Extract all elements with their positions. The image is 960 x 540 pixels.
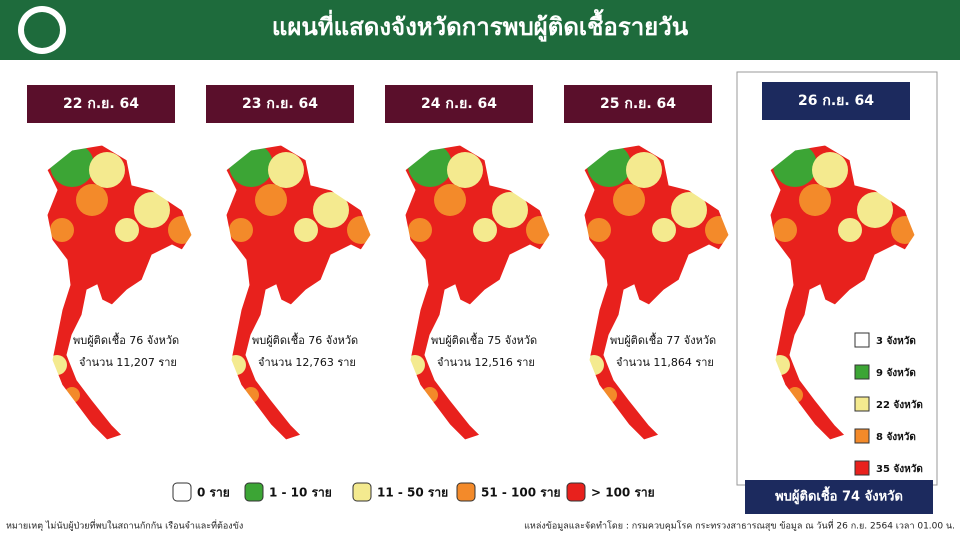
found-text: พบผู้ติดเชื้อ 76 จังหวัด [252,332,358,347]
panels: 22 ก.ย. 64 พบผู้ติดเชื้อ 76 จังหวัดจำนวน … [27,85,739,450]
map [569,140,739,450]
legend-count: 3 จังหวัด [876,335,916,347]
date: 26 ก.ย. 64 [798,93,874,109]
legend-swatch [854,396,870,412]
found-text: พบผู้ติดเชื้อ 76 จังหวัด [73,332,179,347]
count-text: จำนวน 12,763 ราย [258,356,356,369]
footer-source: แหล่งข้อมูลและจัดทำโดย : กรมควบคุมโรค กร… [524,519,955,532]
count-text: จำนวน 11,207 ราย [79,356,177,369]
legend-swatch [854,364,870,380]
legend-count: 35 จังหวัด [876,463,923,475]
summary-box [745,480,933,514]
map [32,140,202,450]
legend-swatch [352,482,372,502]
map [390,140,560,450]
legend-swatch [854,428,870,444]
legend-count: 22 จังหวัด [876,399,923,411]
date-box [564,85,712,123]
date: 23 ก.ย. 64 [242,96,318,112]
summary: พบผู้ติดเชื้อ 74 จังหวัด [775,486,903,505]
count-text: จำนวน 12,516 ราย [437,356,535,369]
date-box [385,85,533,123]
legend-swatch [244,482,264,502]
date-box [27,85,175,123]
legend-label: 0 ราย [197,486,230,500]
legend-swatch [854,332,870,348]
date: 24 ก.ย. 64 [421,96,497,112]
date: 25 ก.ย. 64 [600,96,676,112]
date: 22 ก.ย. 64 [63,96,139,112]
today-legend: 3 จังหวัด 9 จังหวัด 22 จังหวัด 8 จังหวัด 35 … [854,332,923,476]
footer-note: หมายเหตุ ไม่นับผู้ป่วยที่พบในสถานกักกัน … [6,519,243,532]
count-text: จำนวน 11,864 ราย [616,356,714,369]
logo-inner [24,12,60,48]
date-box [206,85,354,123]
map [211,140,381,450]
found-text: พบผู้ติดเชื้อ 77 จังหวัด [610,332,716,347]
legend-count: 9 จังหวัด [876,367,916,379]
found-text: พบผู้ติดเชื้อ 75 จังหวัด [431,332,537,347]
legend-swatch [172,482,192,502]
title: แผนที่แสดงจังหวัดการพบผู้ติดเชื้อรายวัน [272,8,689,42]
legend-swatch [854,460,870,476]
date-box [762,82,910,120]
legend-label: 51 - 100 ราย [481,486,560,500]
legend-count: 8 จังหวัด [876,431,916,443]
legend: 0 ราย 1 - 10 ราย 11 - 50 ราย 51 - 100 ราย > … [172,482,655,502]
legend-label: 11 - 50 ราย [377,486,448,500]
legend-swatch [566,482,586,502]
legend-label: 1 - 10 ราย [269,486,332,500]
legend-swatch [456,482,476,502]
header-bar [0,0,960,60]
legend-label: > 100 ราย [591,486,655,500]
